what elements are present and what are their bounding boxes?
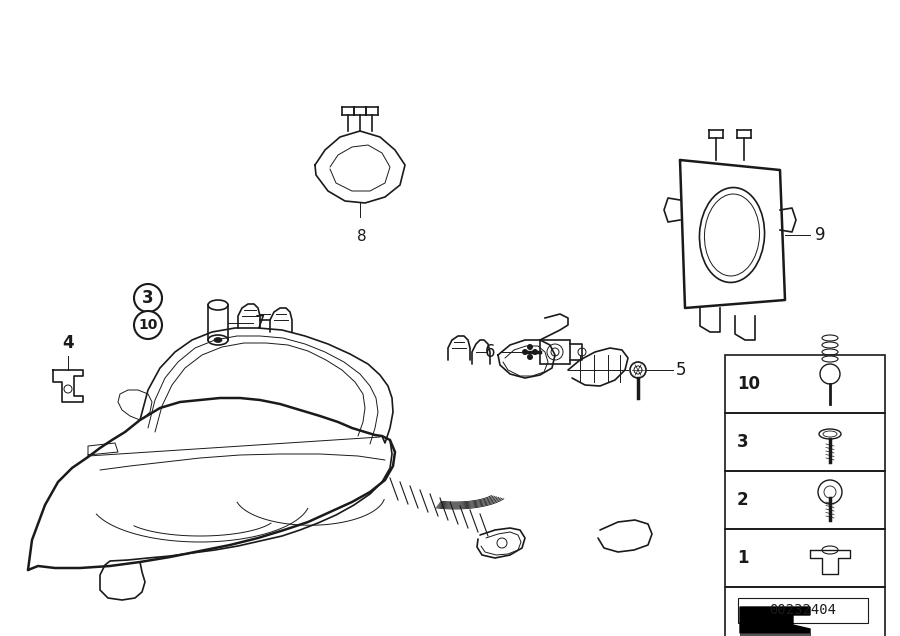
Polygon shape [740,607,810,633]
Bar [725,587,885,636]
Bar [738,598,868,623]
Text: 3: 3 [142,289,154,307]
Bar [540,340,570,364]
Bar [725,355,885,413]
Text: 9: 9 [815,226,825,244]
Ellipse shape [214,338,222,343]
Text: 00232404: 00232404 [770,603,836,617]
Text: 10: 10 [139,318,158,332]
Bar [725,471,885,529]
Circle shape [527,354,533,360]
Text: 8: 8 [357,229,367,244]
Text: 5: 5 [676,361,687,379]
Text: 4: 4 [62,334,74,352]
Circle shape [527,344,533,350]
Text: 6: 6 [484,343,495,361]
Circle shape [522,349,528,355]
Text: 2: 2 [737,491,749,509]
Circle shape [134,284,162,312]
Bar [740,633,810,636]
Text: 10: 10 [737,375,760,393]
Text: 7: 7 [255,314,266,332]
Text: 3: 3 [737,433,749,451]
Text: 1: 1 [737,549,749,567]
Bar [725,529,885,587]
Bar [725,413,885,471]
Circle shape [134,311,162,339]
Circle shape [532,349,538,355]
